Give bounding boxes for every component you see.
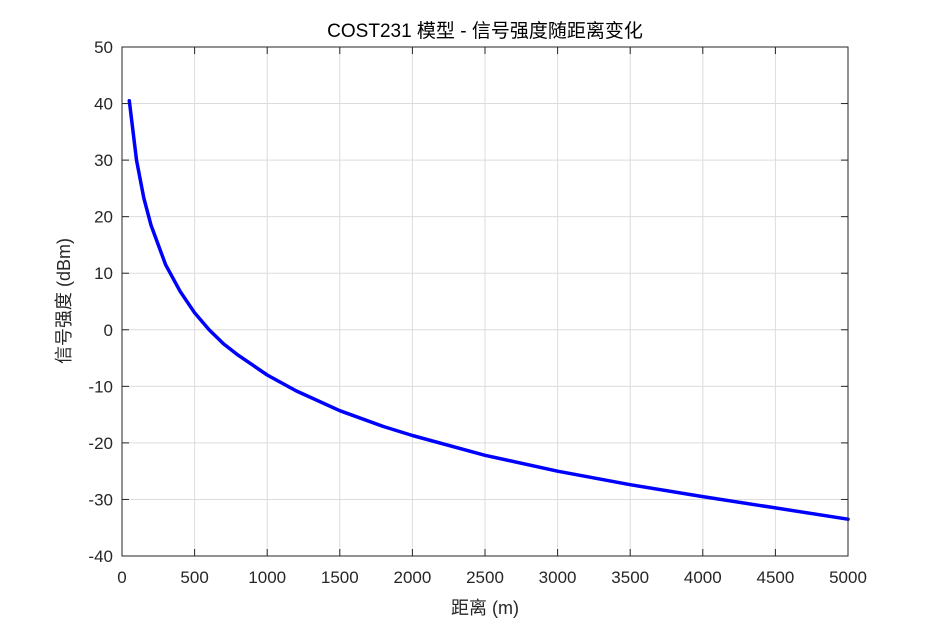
x-tick-label: 500 [180,568,208,587]
x-tick-label: 0 [117,568,126,587]
y-tick-label: 10 [94,264,113,283]
y-tick-label: -30 [88,490,113,509]
x-tick-label: 4000 [684,568,722,587]
x-tick-label: 2500 [466,568,504,587]
x-tick-label: 5000 [829,568,867,587]
y-tick-label: 0 [104,321,113,340]
y-axis-title: 信号强度 (dBm) [54,238,74,364]
y-tick-label: 20 [94,208,113,227]
x-tick-label: 4500 [756,568,794,587]
series-layer [127,98,850,521]
chart-title: COST231 模型 - 信号强度随距离变化 [327,20,643,42]
x-tick-label: 3500 [611,568,649,587]
y-tick-label: 40 [94,95,113,114]
y-tick-label: 30 [94,151,113,170]
x-tick-label: 3000 [539,568,577,587]
y-tick-label: -10 [88,377,113,396]
y-tick-label: -20 [88,434,113,453]
x-axis-title: 距离 (m) [451,598,519,618]
ticks [121,46,849,557]
x-tick-label: 2000 [393,568,431,587]
y-tick-label: -40 [88,547,113,566]
series-line [127,98,850,521]
x-tick-label: 1500 [321,568,359,587]
y-tick-label: 50 [94,38,113,57]
tick-labels: 0 500 1000 1500 2000 2500 3000 3500 4000 4500 5000… [88,38,866,587]
x-tick-label: 1000 [248,568,286,587]
